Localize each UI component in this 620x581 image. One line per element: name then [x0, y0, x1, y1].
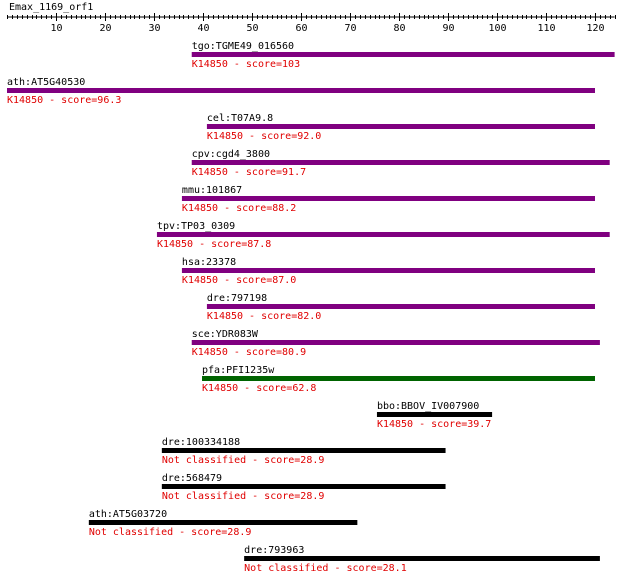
hit-annotation-link[interactable]: K14850 - score=82.0: [207, 311, 321, 322]
hit-gene-link[interactable]: dre:568479: [162, 473, 222, 484]
hit-row: ath:AT5G03720 Not classified - score=28.9: [88, 509, 358, 538]
hit-alignment-bar[interactable]: [181, 268, 595, 273]
hit-alignment-bar[interactable]: [156, 232, 610, 237]
hit-row: cpv:cgd4_3800 K14850 - score=91.7: [191, 149, 610, 178]
hit-row: tgo:TGME49_016560 K14850 - score=103: [191, 41, 615, 70]
hit-alignment-bar[interactable]: [161, 448, 446, 453]
hit-row: dre:797198 K14850 - score=82.0: [206, 293, 596, 322]
hit-row: dre:568479 Not classified - score=28.9: [161, 473, 446, 502]
ruler-tick-label: 90: [442, 23, 454, 34]
hit-gene-link[interactable]: dre:793963: [244, 545, 304, 556]
hit-annotation-link[interactable]: K14850 - score=39.7: [377, 419, 491, 430]
ruler-tick-label: 30: [148, 23, 160, 34]
hit-row: dre:793963 Not classified - score=28.1: [244, 545, 600, 574]
hit-gene-link[interactable]: tgo:TGME49_016560: [192, 41, 294, 52]
hit-gene-link[interactable]: tpv:TP03_0309: [157, 221, 235, 232]
hit-row: tpv:TP03_0309 K14850 - score=87.8: [156, 221, 610, 250]
hit-annotation-link[interactable]: Not classified - score=28.1: [244, 563, 407, 574]
ruler-tick-label: 110: [537, 23, 555, 34]
hit-annotation-link[interactable]: K14850 - score=80.9: [192, 347, 306, 358]
hit-gene-link[interactable]: pfa:PFI1235w: [202, 365, 275, 376]
hit-annotation-link[interactable]: Not classified - score=28.9: [162, 455, 325, 466]
hit-alignment-bar[interactable]: [244, 556, 600, 561]
hit-row: cel:T07A9.8 K14850 - score=92.0: [206, 113, 596, 142]
hit-gene-link[interactable]: sce:YDR083W: [192, 329, 259, 340]
ruler-tick-label: 100: [488, 23, 506, 34]
hit-gene-link[interactable]: bbo:BBOV_IV007900: [377, 401, 479, 412]
hit-row: bbo:BBOV_IV007900 K14850 - score=39.7: [376, 401, 493, 430]
hit-annotation-link[interactable]: Not classified - score=28.9: [89, 527, 252, 538]
hit-alignment-bar[interactable]: [88, 520, 358, 525]
hit-annotation-link[interactable]: K14850 - score=91.7: [192, 167, 306, 178]
hit-list: tgo:TGME49_016560 K14850 - score=103 ath:A…: [7, 41, 615, 574]
hit-alignment-bar[interactable]: [376, 412, 493, 417]
ruler-tick-label: 20: [99, 23, 111, 34]
hit-gene-link[interactable]: dre:100334188: [162, 437, 240, 448]
hit-alignment-bar[interactable]: [206, 124, 596, 129]
hit-row: pfa:PFI1235w K14850 - score=62.8: [202, 365, 595, 394]
hit-alignment-bar[interactable]: [191, 340, 600, 345]
hit-gene-link[interactable]: cpv:cgd4_3800: [192, 149, 270, 160]
hit-row: hsa:23378 K14850 - score=87.0: [181, 257, 595, 286]
hit-annotation-link[interactable]: K14850 - score=96.3: [7, 95, 121, 106]
hit-annotation-link[interactable]: K14850 - score=62.8: [202, 383, 316, 394]
hit-alignment-bar[interactable]: [191, 52, 615, 57]
hit-gene-link[interactable]: ath:AT5G03720: [89, 509, 167, 520]
hit-gene-link[interactable]: hsa:23378: [182, 257, 236, 268]
hit-row: mmu:101867 K14850 - score=88.2: [181, 185, 595, 214]
query-title: Emax_1169_orf1: [9, 2, 93, 13]
ruler-tick-label: 80: [393, 23, 405, 34]
hit-annotation-link[interactable]: Not classified - score=28.9: [162, 491, 325, 502]
ruler-tick-label: 70: [344, 23, 356, 34]
hit-alignment-bar[interactable]: [181, 196, 595, 201]
hit-gene-link[interactable]: cel:T07A9.8: [207, 113, 273, 124]
ruler-tick-label: 40: [197, 23, 209, 34]
hit-alignment-bar[interactable]: [7, 88, 595, 93]
ruler-tick-label: 120: [586, 23, 604, 34]
ruler-tick-label: 60: [295, 23, 307, 34]
hit-gene-link[interactable]: dre:797198: [207, 293, 267, 304]
hit-alignment-bar[interactable]: [191, 160, 610, 165]
ruler-tick-label: 10: [50, 23, 62, 34]
scale-ruler: 10 20 30 40 50 60 70 80 90 100 110 120: [7, 13, 616, 34]
hit-annotation-link[interactable]: K14850 - score=87.0: [182, 275, 296, 286]
hit-gene-link[interactable]: mmu:101867: [182, 185, 242, 196]
hit-alignment-bar[interactable]: [202, 376, 595, 381]
hit-alignment-bar[interactable]: [161, 484, 446, 489]
hit-annotation-link[interactable]: K14850 - score=87.8: [157, 239, 271, 250]
hit-gene-link[interactable]: ath:AT5G40530: [7, 77, 85, 88]
hit-row: dre:100334188 Not classified - score=28.9: [161, 437, 446, 466]
ruler-tick-label: 50: [246, 23, 258, 34]
hit-alignment-bar[interactable]: [206, 304, 596, 309]
hit-annotation-link[interactable]: K14850 - score=92.0: [207, 131, 321, 142]
hit-row: ath:AT5G40530 K14850 - score=96.3: [7, 77, 595, 106]
hit-annotation-link[interactable]: K14850 - score=88.2: [182, 203, 296, 214]
hit-row: sce:YDR083W K14850 - score=80.9: [191, 329, 600, 358]
hit-annotation-link[interactable]: K14850 - score=103: [192, 59, 300, 70]
